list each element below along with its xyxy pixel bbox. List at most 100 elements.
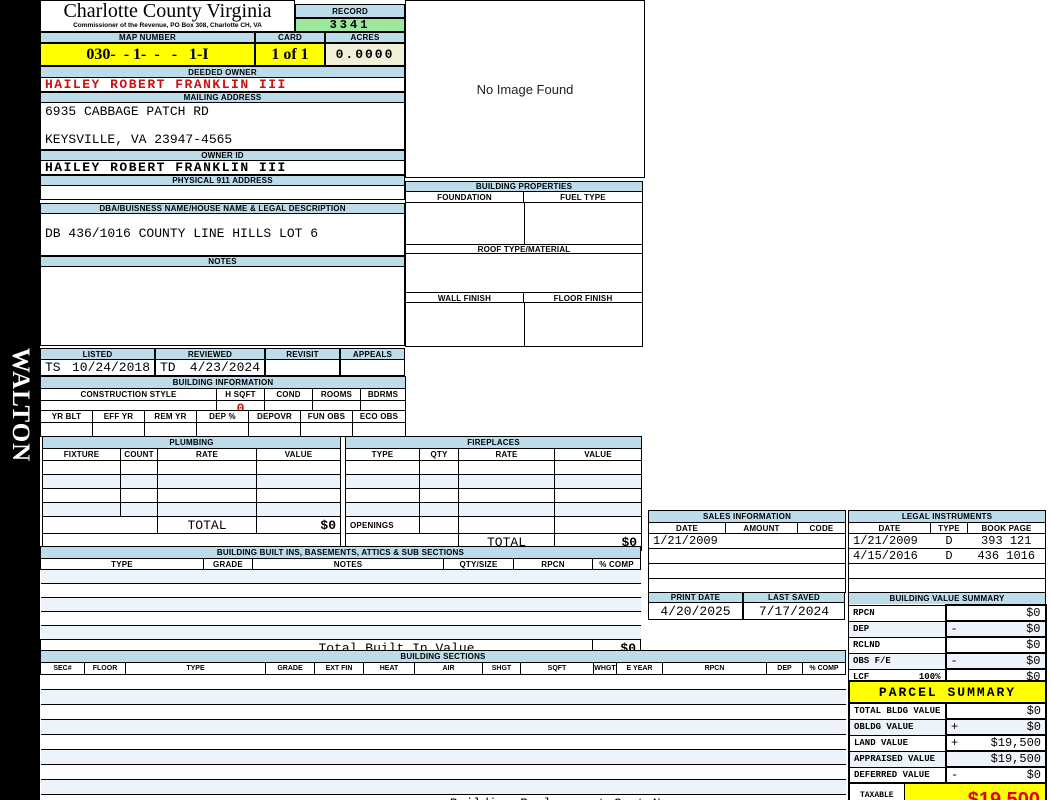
empty-row <box>42 502 342 517</box>
col-value: VALUE <box>255 448 342 461</box>
header-row: FIXTURE COUNT RATE VALUE <box>42 448 342 461</box>
value-row <box>40 422 406 437</box>
appeals-cell <box>340 360 405 376</box>
table-row: 4/15/2016 D 436 1016 <box>848 548 1046 564</box>
empty-row <box>40 569 641 584</box>
no-image-message: No Image Found <box>476 81 574 97</box>
parcel-label: DEFERRED VALUE <box>854 769 930 780</box>
revisit-label: REVISIT <box>265 348 340 360</box>
building-sections-title: BUILDING SECTIONS <box>40 650 846 663</box>
notes-area <box>40 267 405 346</box>
empty-cell <box>300 422 353 437</box>
print-date-value: 4/20/2025 <box>648 603 743 620</box>
card-value: 1 of 1 <box>255 43 325 66</box>
plumbing-total-value: $0 <box>255 516 342 534</box>
empty-row <box>848 578 1046 593</box>
col-type: TYPE <box>930 522 968 534</box>
reviewed-date: 4/23/2024 <box>189 360 260 375</box>
card-label: CARD <box>255 32 325 43</box>
col-date: DATE <box>848 522 931 534</box>
taxable-value-label: TAXABLE VALUE <box>848 782 905 800</box>
col-dep: DEP <box>766 662 803 675</box>
parcel-sign: + <box>951 720 959 734</box>
bvs-value: $0 <box>1026 622 1041 636</box>
empty-row <box>40 625 641 640</box>
col-rem-yr: REM YR <box>144 410 197 423</box>
building-value-summary-table: BUILDING VALUE SUMMARY RPCN $0 DEP - $0 R… <box>847 592 1047 686</box>
parcel-summary-table: PARCEL SUMMARY TOTAL BLDG VALUE $0 OBLDG… <box>848 680 1047 800</box>
building-information-title: BUILDING INFORMATION <box>39 376 407 389</box>
print-date-label: PRINT DATE <box>648 592 743 603</box>
reviewed-label: REVIEWED <box>155 348 265 360</box>
table-row: DEP - $0 <box>848 620 1047 638</box>
parcel-label: APPRAISED VALUE <box>854 754 936 764</box>
building-properties-panel: BUILDING PROPERTIES FOUNDATION FUEL TYPE… <box>405 181 643 347</box>
section-title-row: LEGAL INSTRUMENTS <box>847 510 1047 523</box>
header-row: TYPE GRADE NOTES QTY/SIZE RPCN % COMP <box>40 558 641 570</box>
parcel-value: $19,500 <box>990 736 1041 750</box>
empty-row <box>42 488 342 503</box>
parcel-value: $0 <box>1026 720 1041 734</box>
bvs-label: LCF <box>853 672 870 682</box>
revisit-cell <box>265 360 340 376</box>
walton-sidebar: WALTON <box>0 330 40 480</box>
table-row: 1/21/2009 D 393 121 <box>848 533 1046 549</box>
empty-row <box>40 597 641 612</box>
parcel-sign: + <box>951 736 959 750</box>
roof-type-label: ROOF TYPE/MATERIAL <box>406 244 642 254</box>
legal-instruments-table: LEGAL INSTRUMENTS DATE TYPE BOOK PAGE 1/… <box>847 510 1047 593</box>
bvs-sign: - <box>950 654 958 668</box>
mailing-address-block: 6935 CABBAGE PATCH RD KEYSVILLE, VA 2394… <box>40 103 405 150</box>
building-replacement-cost-label: Building Replacement Cost New <box>40 794 846 800</box>
section-title-row: BUILDING INFORMATION <box>39 376 407 389</box>
sale-date: 1/21/2009 <box>648 533 726 549</box>
reviewed-code: TD <box>160 360 176 375</box>
empty-row <box>848 563 1046 579</box>
no-image-panel: No Image Found <box>405 0 645 178</box>
empty-cell <box>419 516 459 534</box>
col-eco-obs: ECO OBS <box>352 410 406 423</box>
plumbing-table: PLUMBING FIXTURE COUNT RATE VALUE TOTAL … <box>41 436 342 549</box>
empty-row <box>648 563 846 579</box>
building-value-summary-title: BUILDING VALUE SUMMARY <box>847 592 1047 606</box>
bvs-value: $0 <box>1026 654 1041 668</box>
col-qty: QTY <box>419 448 459 461</box>
fuel-type-label: FUEL TYPE <box>524 192 642 203</box>
record-value: 3341 <box>295 18 405 32</box>
dba-legal-label: DBA/BUISNESS NAME/HOUSE NAME & LEGAL DES… <box>40 203 405 214</box>
col-value: VALUE <box>553 448 643 461</box>
table-row: RCLND $0 <box>848 636 1047 654</box>
col-construction-style: CONSTRUCTION STYLE <box>40 388 217 401</box>
bvs-sign: - <box>950 622 958 636</box>
building-properties-title: BUILDING PROPERTIES <box>406 182 642 192</box>
instrument-type: D <box>930 533 968 549</box>
notes-label: NOTES <box>40 256 405 267</box>
empty-cell <box>196 422 249 437</box>
col-heat: HEAT <box>363 662 415 675</box>
col-grade: GRADE <box>265 662 315 675</box>
empty-row <box>42 474 342 489</box>
table-row: APPRAISED VALUE $19,500 <box>848 750 1047 768</box>
deeded-owner-label: DEEDED OWNER <box>40 66 405 78</box>
table-row: DEFERRED VALUE - $0 <box>848 766 1047 784</box>
instrument-type: D <box>930 548 968 564</box>
owner-id-value: HAILEY ROBERT FRANKLIN III <box>40 160 405 175</box>
fireplaces-title: FIREPLACES <box>344 436 643 449</box>
plumbing-total-label: TOTAL <box>157 516 257 534</box>
empty-cell <box>92 422 145 437</box>
header-row: YR BLT EFF YR REM YR DEP % DEPOVR FUN OB… <box>40 410 406 423</box>
parcel-sign: - <box>951 768 959 782</box>
col-pct-comp: % COMP <box>802 662 846 675</box>
col-whgt: WHGT <box>593 662 617 675</box>
physical-911-label: PHYSICAL 911 ADDRESS <box>40 175 405 186</box>
foundation-label: FOUNDATION <box>406 192 524 203</box>
empty-cell <box>553 516 643 534</box>
empty-cell <box>144 422 197 437</box>
footer-row: Building Replacement Cost New <box>40 794 846 800</box>
col-rooms: ROOMS <box>312 388 361 401</box>
col-sqft: SQFT <box>520 662 594 675</box>
instrument-book-page: 436 1016 <box>967 548 1046 564</box>
built-ins-title: BUILDING BUILT INS, BASEMENTS, ATTICS & … <box>40 546 641 559</box>
table-row: OBS F/E - $0 <box>848 652 1047 670</box>
reviewed-cell: TD 4/23/2024 <box>155 360 265 376</box>
